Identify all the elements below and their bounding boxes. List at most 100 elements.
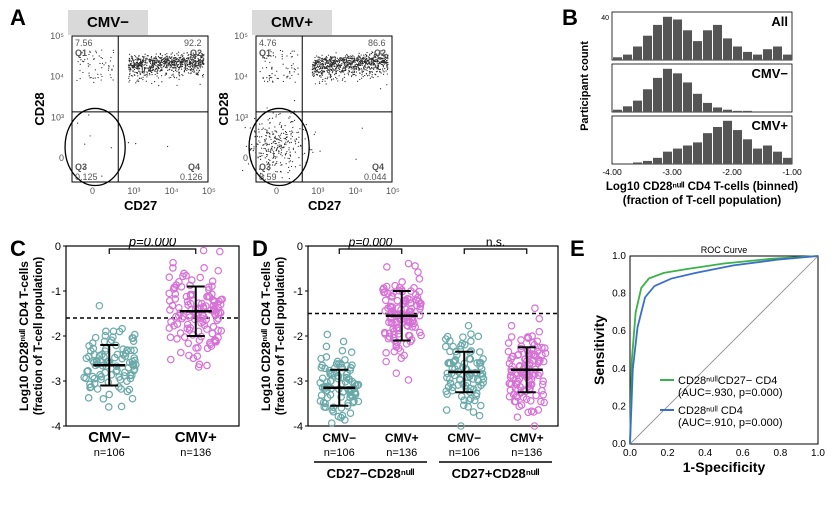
svg-text:Log10 CD28ⁿᵘˡˡ CD4 T-cells: Log10 CD28ⁿᵘˡˡ CD4 T-cells: [259, 261, 273, 411]
svg-text:Log10 CD28ⁿᵘˡˡ CD4 T-cells (bi: Log10 CD28ⁿᵘˡˡ CD4 T-cells (binned): [606, 181, 798, 193]
panel-e-label: E: [570, 236, 585, 262]
svg-text:Q1: Q1: [75, 48, 87, 58]
svg-text:-1: -1: [51, 286, 61, 298]
svg-text:0: 0: [243, 153, 248, 163]
svg-text:CMV−: CMV−: [447, 431, 481, 445]
svg-text:n=106: n=106: [94, 447, 125, 459]
svg-text:-1.00: -1.00: [782, 167, 802, 177]
svg-text:(AUC=.930, p=0.000): (AUC=.930, p=0.000): [678, 387, 783, 399]
svg-text:CD27+CD28ⁿᵘˡˡ: CD27+CD28ⁿᵘˡˡ: [452, 466, 540, 481]
svg-text:10⁵: 10⁵: [386, 186, 400, 196]
svg-text:-2.00: -2.00: [722, 167, 742, 177]
svg-text:Participant count: Participant count: [579, 41, 591, 131]
svg-text:n=106: n=106: [449, 447, 480, 459]
roc-curve: 0.00.00.20.20.40.40.60.60.80.81.01.0ROC …: [588, 240, 833, 504]
svg-text:0.125: 0.125: [75, 172, 98, 182]
svg-text:10³: 10³: [235, 112, 248, 122]
histogram-panel: All 40 CMV− CMV+ -4.00 -3.00 -2.00 -1.00 Partici…: [576, 8, 834, 218]
svg-text:CD28ⁿᵘˡˡ CD4: CD28ⁿᵘˡˡ CD4: [678, 405, 743, 417]
svg-text:Log10 CD28ⁿᵘˡˡ CD4 T-cells: Log10 CD28ⁿᵘˡˡ CD4 T-cells: [17, 261, 31, 411]
svg-text:Q3: Q3: [75, 162, 87, 172]
svg-text:0.4: 0.4: [612, 364, 626, 375]
svg-text:10⁴: 10⁴: [165, 186, 179, 196]
svg-text:CD27: CD27: [308, 198, 341, 213]
svg-text:-4: -4: [51, 421, 61, 433]
svg-text:10³: 10³: [51, 112, 64, 122]
svg-text:-4: -4: [293, 421, 303, 433]
svg-text:0.4: 0.4: [698, 448, 712, 459]
svg-text:-3.00: -3.00: [662, 167, 682, 177]
svg-text:0.2: 0.2: [661, 448, 675, 459]
svg-text:10⁵: 10⁵: [50, 31, 64, 41]
svg-text:n=106: n=106: [324, 447, 355, 459]
svg-text:(AUC=.910, p=0.000): (AUC=.910, p=0.000): [678, 417, 783, 429]
svg-text:10⁴: 10⁴: [349, 186, 363, 196]
panel-a-label: A: [10, 5, 26, 31]
svg-text:0: 0: [55, 241, 61, 253]
svg-text:40: 40: [601, 15, 609, 22]
facs-plot-cmv-pos: 4.76Q1 86.6Q2 Q38.59 Q40.044 0 0 10³ 10³ 10⁴ 10⁴ 1…: [214, 30, 402, 220]
svg-text:0.0: 0.0: [612, 439, 626, 450]
svg-text:-4.00: -4.00: [602, 167, 622, 177]
svg-text:CMV−: CMV−: [752, 66, 789, 81]
svg-text:n.s.: n.s.: [486, 238, 505, 249]
svg-text:0: 0: [59, 153, 64, 163]
svg-text:10³: 10³: [311, 186, 324, 196]
svg-text:10⁵: 10⁵: [234, 31, 248, 41]
svg-text:Q1: Q1: [259, 48, 271, 58]
svg-text:All: All: [771, 14, 788, 29]
svg-text:CMV+: CMV+: [385, 431, 419, 445]
svg-text:0.8: 0.8: [773, 448, 787, 459]
svg-text:0.6: 0.6: [612, 326, 626, 337]
svg-text:n=136: n=136: [386, 447, 417, 459]
svg-text:8.59: 8.59: [259, 172, 277, 182]
svg-text:7.56: 7.56: [75, 38, 93, 48]
svg-text:CMV−: CMV−: [322, 431, 356, 445]
svg-text:0: 0: [274, 186, 279, 196]
svg-text:86.6: 86.6: [368, 38, 386, 48]
svg-text:CMV+: CMV+: [175, 429, 217, 446]
svg-text:0.6: 0.6: [736, 448, 750, 459]
svg-text:1.0: 1.0: [811, 448, 825, 459]
svg-text:-2: -2: [51, 331, 61, 343]
svg-text:CD27−CD28ⁿᵘˡˡ: CD27−CD28ⁿᵘˡˡ: [327, 466, 415, 481]
svg-text:CD28: CD28: [32, 92, 47, 125]
svg-text:1.0: 1.0: [612, 251, 626, 262]
svg-text:-1: -1: [293, 286, 303, 298]
svg-text:CMV−: CMV−: [88, 429, 130, 446]
scatter-c: 0 -1 -2 -3 -4 CMV−n=106 CMV+n=136 Log10 CD28ⁿᵘˡ…: [12, 238, 247, 510]
svg-text:92.2: 92.2: [184, 38, 202, 48]
svg-text:CMV+: CMV+: [510, 431, 544, 445]
svg-text:-3: -3: [51, 376, 61, 388]
svg-text:0.8: 0.8: [612, 289, 626, 300]
svg-text:CD28: CD28: [216, 92, 231, 125]
svg-text:p=0.000: p=0.000: [348, 238, 393, 249]
svg-text:0: 0: [90, 186, 95, 196]
svg-text:Q3: Q3: [259, 162, 271, 172]
svg-text:(fraction of T-cell population: (fraction of T-cell population): [33, 257, 45, 416]
facs-plot-cmv-neg: 7.56Q1 92.2Q2 Q30.125 Q40.126 0 0 10³ 10³ 10⁴ 10⁴…: [30, 30, 218, 220]
svg-text:p=0.000: p=0.000: [128, 238, 177, 249]
scatter-d: 0 -1 -2 -3 -4 CMV− n=106 CMV+ n=136 CMV− n=106 CMV+…: [254, 238, 566, 510]
svg-text:0: 0: [297, 241, 303, 253]
svg-text:0.126: 0.126: [180, 172, 203, 182]
svg-text:CMV+: CMV+: [752, 118, 789, 133]
svg-text:Q4: Q4: [372, 162, 384, 172]
svg-text:10³: 10³: [127, 186, 140, 196]
svg-text:(fraction of T-cell population: (fraction of T-cell population): [623, 195, 782, 207]
svg-text:1-Specificity: 1-Specificity: [683, 459, 766, 475]
svg-text:n=136: n=136: [180, 447, 211, 459]
svg-text:0.044: 0.044: [364, 172, 387, 182]
svg-text:Q2: Q2: [190, 48, 202, 58]
svg-text:-3: -3: [293, 376, 303, 388]
svg-text:ROC Curve: ROC Curve: [701, 245, 748, 255]
svg-text:-2: -2: [293, 331, 303, 343]
svg-text:(fraction of T-cell population: (fraction of T-cell population): [275, 257, 287, 416]
svg-text:10⁴: 10⁴: [234, 72, 248, 82]
svg-text:10⁴: 10⁴: [50, 72, 64, 82]
svg-text:CD27: CD27: [124, 198, 157, 213]
svg-text:Q2: Q2: [374, 48, 386, 58]
svg-text:4.76: 4.76: [259, 38, 277, 48]
svg-text:n=136: n=136: [511, 447, 542, 459]
svg-text:Q4: Q4: [188, 162, 200, 172]
